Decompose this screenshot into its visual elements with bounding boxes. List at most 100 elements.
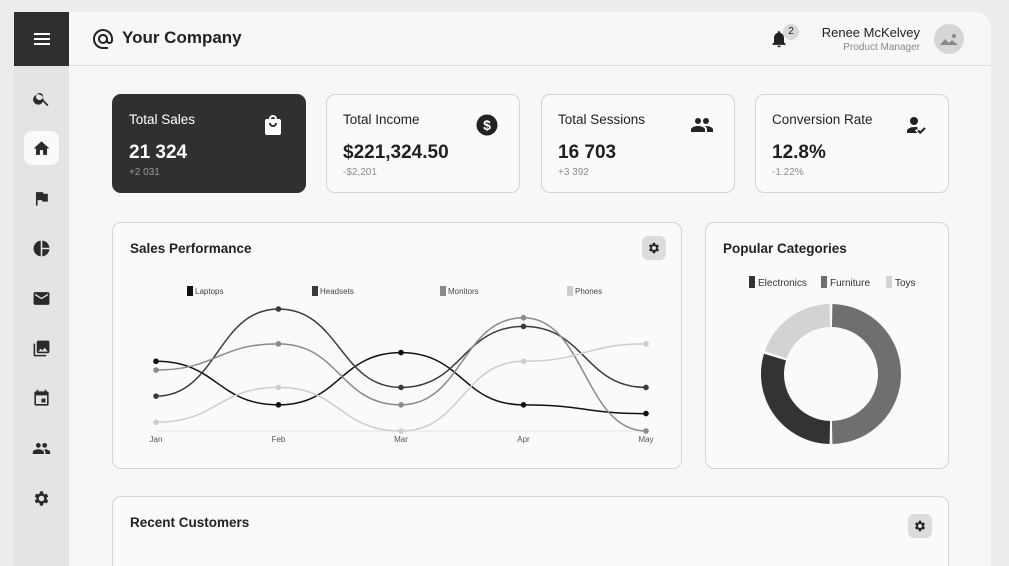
top-header: Your Company 2 Renee McKelvey Product Ma… (69, 12, 991, 66)
legend-label: Furniture (830, 278, 870, 289)
stat-value: 12.8% (772, 142, 826, 163)
stat-title: Total Income (343, 112, 420, 127)
data-point[interactable] (398, 402, 404, 408)
data-point[interactable] (520, 358, 527, 365)
at-sign-icon (93, 29, 113, 49)
company-name: Your Company (122, 28, 242, 47)
stat-card-total-sales[interactable]: Total Sales 21 324 +2 031 (112, 94, 306, 193)
stat-delta: +2 031 (129, 167, 160, 178)
sidebar (14, 12, 69, 566)
flag-icon (35, 191, 48, 206)
svg-text:$: $ (483, 117, 491, 133)
stat-delta: -$2,201 (343, 167, 377, 178)
sales-performance-panel: Sales Performance Jan Feb Mar Apr May Laptops… (112, 222, 682, 469)
customers-settings-button[interactable] (908, 514, 932, 538)
data-point[interactable] (643, 428, 649, 434)
stat-value: 16 703 (558, 142, 617, 163)
calendar-icon (34, 389, 49, 406)
x-tick-label: May (638, 435, 653, 444)
app-window: Your Company 2 Renee McKelvey Product Ma… (14, 12, 991, 566)
categories-donut-chart: Electronics Furniture Toys (749, 276, 916, 444)
data-point[interactable] (398, 349, 404, 356)
legend-label: Monitors (448, 287, 479, 296)
data-point[interactable] (275, 402, 282, 408)
people-icon (691, 118, 713, 132)
data-point[interactable] (398, 428, 404, 434)
legend-swatch (567, 286, 573, 296)
legend-label: Toys (895, 278, 916, 289)
data-point[interactable] (275, 384, 282, 391)
notification-badge: 2 (783, 24, 799, 40)
data-point[interactable] (643, 384, 649, 391)
sidebar-item-mail[interactable] (24, 281, 59, 315)
data-point[interactable] (153, 393, 159, 399)
stat-delta: -1.22% (772, 167, 804, 178)
hamburger-menu-icon (33, 33, 50, 45)
legend-swatch (312, 286, 318, 296)
data-point[interactable] (153, 367, 159, 373)
stat-value: $221,324.50 (343, 142, 449, 163)
x-tick-label: Mar (394, 435, 408, 444)
donut-slice[interactable] (831, 304, 902, 444)
legend-swatch (440, 286, 446, 296)
stat-card-total-income[interactable]: Total Income $221,324.50 -$2,201 $ (326, 94, 520, 193)
sidebar-item-home[interactable] (24, 131, 59, 165)
data-point[interactable] (153, 419, 159, 426)
gear-icon (648, 242, 660, 254)
legend-label: Phones (575, 287, 602, 296)
data-point[interactable] (643, 410, 649, 417)
stat-card-total-sessions[interactable]: Total Sessions 16 703 +3 392 (541, 94, 735, 193)
gear-icon (34, 490, 49, 506)
bell-icon[interactable] (769, 29, 789, 49)
home-icon (33, 140, 50, 155)
sidebar-item-users[interactable] (24, 431, 59, 465)
panel-title: Popular Categories (723, 241, 847, 256)
popular-categories-panel: Popular Categories Electronics Furniture T… (705, 222, 949, 469)
stat-title: Total Sessions (558, 112, 646, 127)
person-check-icon (907, 117, 926, 135)
user-name: Renee McKelvey (821, 25, 920, 40)
data-point[interactable] (520, 314, 527, 321)
data-point[interactable] (520, 323, 527, 330)
dollar-icon: $ (476, 114, 498, 136)
x-tick-label: Apr (517, 435, 530, 444)
data-point[interactable] (643, 341, 649, 347)
donut-slice[interactable] (764, 304, 831, 359)
panel-title: Recent Customers (130, 515, 250, 530)
stat-delta: +3 392 (558, 167, 589, 178)
x-tick-label: Jan (150, 435, 163, 444)
shopping-bag-icon (265, 115, 281, 135)
gear-icon (914, 520, 926, 532)
stat-title: Conversion Rate (772, 112, 873, 127)
donut-slice[interactable] (761, 353, 831, 444)
panel-title: Sales Performance (130, 241, 252, 256)
legend-swatch (886, 276, 892, 288)
people-icon (32, 442, 51, 454)
mail-icon (33, 291, 50, 305)
sidebar-item-flag[interactable] (24, 181, 59, 215)
stat-value: 21 324 (129, 142, 188, 163)
data-point[interactable] (153, 358, 159, 365)
data-point[interactable] (275, 341, 282, 347)
data-point[interactable] (275, 306, 282, 312)
legend-label: Laptops (195, 287, 223, 296)
stat-title: Total Sales (129, 112, 196, 127)
avatar[interactable] (934, 24, 964, 54)
stat-card-conversion-rate[interactable]: Conversion Rate 12.8% -1.22% (755, 94, 949, 193)
sales-line-chart: Jan Feb Mar Apr May Laptops Headsets Monitors Ph… (150, 286, 654, 444)
menu-button[interactable] (14, 12, 69, 66)
legend-label: Headsets (320, 287, 354, 296)
user-role: Product Manager (843, 42, 920, 53)
sidebar-item-gallery[interactable] (24, 331, 59, 365)
image-placeholder-icon (940, 34, 958, 45)
data-point[interactable] (398, 384, 404, 391)
data-point[interactable] (520, 402, 527, 408)
gallery-icon (33, 340, 50, 356)
sidebar-item-reports[interactable] (24, 231, 59, 265)
sidebar-item-search[interactable] (24, 81, 59, 115)
series-line (155, 316, 647, 432)
sales-settings-button[interactable] (642, 236, 666, 260)
sidebar-item-calendar[interactable] (24, 381, 59, 415)
sidebar-item-settings[interactable] (24, 481, 59, 515)
legend-swatch (187, 286, 193, 296)
